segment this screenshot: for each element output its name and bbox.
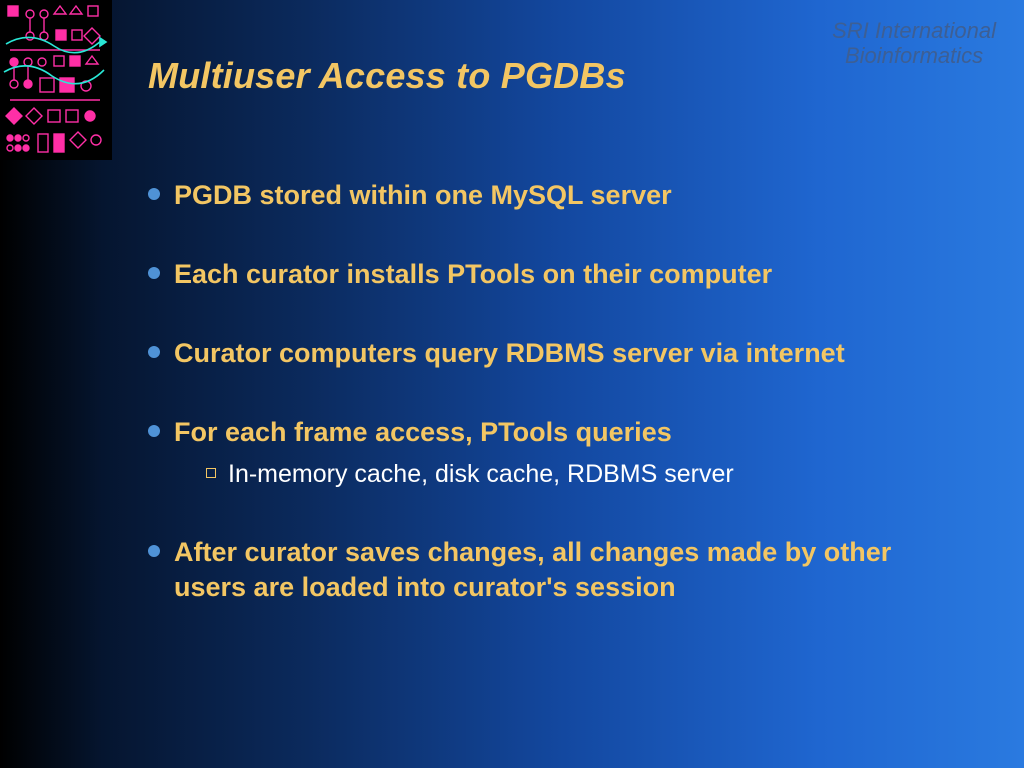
bullet-text: Each curator installs PTools on their co…	[174, 257, 772, 292]
bullet-text: PGDB stored within one MySQL server	[174, 178, 672, 213]
bullet-text: For each frame access, PTools queries	[174, 415, 672, 450]
bullet-dot-icon	[148, 346, 160, 358]
bullet-item: PGDB stored within one MySQL server	[148, 178, 964, 213]
slide-title: Multiuser Access to PGDBs	[148, 55, 626, 97]
logo-image	[0, 0, 112, 160]
footer-line-2: Bioinformatics	[832, 43, 996, 68]
bullet-item: Each curator installs PTools on their co…	[148, 257, 964, 292]
bullet-text: After curator saves changes, all changes…	[174, 535, 964, 605]
sub-bullet-square-icon	[206, 468, 216, 478]
footer: SRI International Bioinformatics	[832, 18, 996, 69]
bullet-dot-icon	[148, 267, 160, 279]
bullet-item: Curator computers query RDBMS server via…	[148, 336, 964, 371]
slide: Multiuser Access to PGDBs SRI Internatio…	[0, 0, 1024, 768]
footer-line-1: SRI International	[832, 18, 996, 43]
bullet-text: Curator computers query RDBMS server via…	[174, 336, 845, 371]
bullet-dot-icon	[148, 188, 160, 200]
bullet-dot-icon	[148, 545, 160, 557]
sub-bullet-text: In-memory cache, disk cache, RDBMS serve…	[228, 458, 734, 491]
bullet-item: After curator saves changes, all changes…	[148, 535, 964, 605]
sub-bullet-item: In-memory cache, disk cache, RDBMS serve…	[206, 458, 964, 491]
bullet-dot-icon	[148, 425, 160, 437]
slide-body: PGDB stored within one MySQL server Each…	[148, 178, 964, 605]
bullet-item: For each frame access, PTools queries In…	[148, 415, 964, 491]
